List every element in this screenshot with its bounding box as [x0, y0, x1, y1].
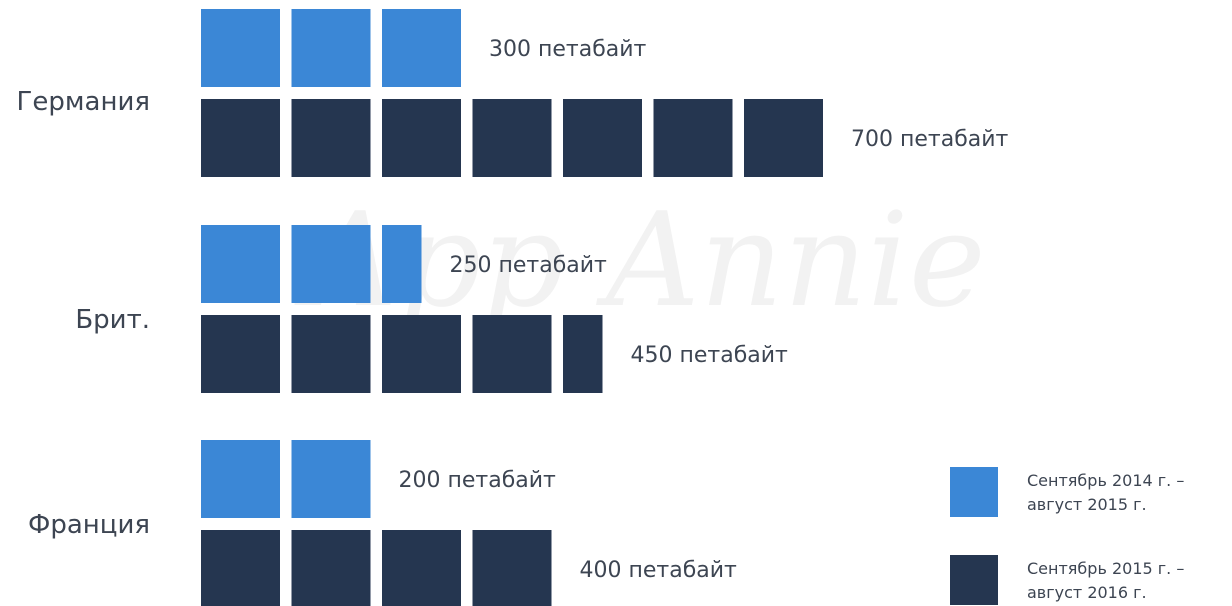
category-label: Франция [28, 510, 150, 540]
category-labels: Германия Брит. Франция [17, 87, 150, 540]
bars-layer [201, 9, 823, 606]
legend-label-line1: Сентябрь 2015 г. – [1027, 559, 1184, 578]
bar-block [201, 9, 280, 87]
bar-block-partial [563, 315, 603, 393]
bar-block [291, 225, 371, 303]
legend-label-line2: август 2016 г. [1027, 583, 1147, 602]
value-label: 400 петабайт [580, 558, 738, 583]
bar-block [382, 99, 461, 177]
legend: Сентябрь 2014 г. – август 2015 г. Сентябрь… [950, 467, 1184, 605]
value-label: 700 петабайт [851, 127, 1009, 152]
bar-block-partial [382, 225, 422, 303]
legend-label-line1: Сентябрь 2014 г. – [1027, 471, 1184, 490]
bar-block [472, 99, 552, 177]
category-label: Германия [17, 87, 150, 117]
value-label: 250 петабайт [450, 253, 608, 278]
value-labels: 300 петабайт 700 петабайт 250 петабайт 450 … [399, 37, 1009, 583]
bar-block [291, 315, 371, 393]
bar-block [291, 530, 371, 606]
bar-block [472, 530, 552, 606]
bar-block [472, 315, 552, 393]
bar-block [382, 9, 461, 87]
legend-swatch [950, 555, 998, 605]
bar-block [382, 315, 461, 393]
bar-block [382, 530, 461, 606]
bar-block [563, 99, 642, 177]
bar-block [201, 225, 280, 303]
bar-block [653, 99, 733, 177]
legend-label-line2: август 2015 г. [1027, 495, 1147, 514]
legend-swatch [950, 467, 998, 517]
bar-block [744, 99, 823, 177]
bar-block [201, 440, 280, 518]
value-label: 450 петабайт [631, 343, 789, 368]
bar-block [201, 315, 280, 393]
bar-block [201, 530, 280, 606]
value-label: 300 петабайт [489, 37, 647, 62]
bar-block [291, 440, 371, 518]
bar-block [291, 99, 371, 177]
bar-block [201, 99, 280, 177]
value-label: 200 петабайт [399, 468, 557, 493]
bar-block [291, 9, 371, 87]
category-label: Брит. [75, 305, 150, 335]
